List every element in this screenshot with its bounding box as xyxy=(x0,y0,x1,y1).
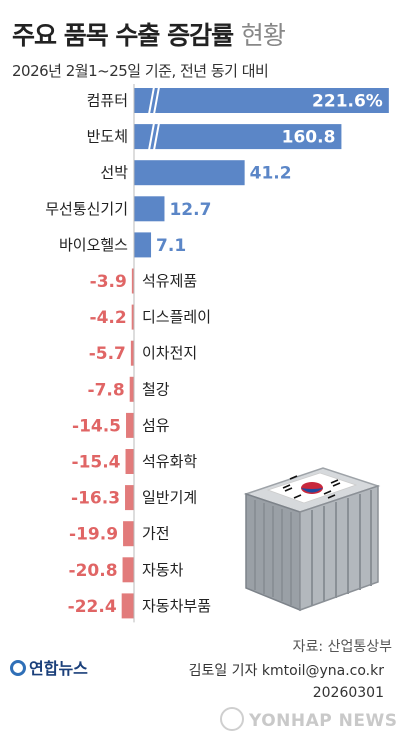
bar xyxy=(134,124,342,150)
value-label: 12.7 xyxy=(169,200,211,220)
axis-break-mark xyxy=(148,122,160,151)
value-label: -19.9 xyxy=(69,525,118,545)
bar xyxy=(121,593,134,619)
chart-subtitle: 2026년 2월1~25일 기준, 전년 동기 대비 xyxy=(12,62,269,80)
category-label: 무선통신기기 xyxy=(45,200,128,218)
value-label: -14.5 xyxy=(72,416,121,436)
bar xyxy=(134,196,165,222)
value-label: 221.6% xyxy=(312,92,383,112)
bar xyxy=(134,160,245,186)
bar xyxy=(134,88,389,113)
value-label: -20.8 xyxy=(69,561,118,581)
category-label: 가전 xyxy=(142,525,170,543)
bar xyxy=(125,485,134,511)
value-label: -5.7 xyxy=(89,344,126,364)
source-note: 자료: 산업통상부 xyxy=(292,639,392,655)
category-label: 바이오헬스 xyxy=(59,236,128,254)
bar xyxy=(134,232,152,258)
value-label: -3.9 xyxy=(90,272,127,292)
credit: 김토일 기자 kmtoil@yna.co.kr 20260301 xyxy=(189,660,384,704)
container-illustration xyxy=(243,467,381,612)
category-label: 일반기계 xyxy=(142,489,197,507)
value-label: -16.3 xyxy=(71,489,120,509)
bar xyxy=(123,521,134,547)
title-light: 현황 xyxy=(240,21,286,50)
chart-title: 주요 품목 수출 증감률 현황 xyxy=(12,16,286,52)
watermark: YONHAP NEWS xyxy=(220,707,397,731)
yonhap-logo: 연합뉴스 xyxy=(10,655,88,679)
category-label: 철강 xyxy=(142,380,170,398)
bar xyxy=(122,557,134,583)
axis-break-mark xyxy=(148,86,160,115)
bar xyxy=(131,268,134,294)
bar xyxy=(131,304,134,330)
category-label: 반도체 xyxy=(87,128,128,146)
bar xyxy=(130,340,134,366)
value-label: 7.1 xyxy=(156,236,186,256)
bar xyxy=(129,376,134,402)
category-label: 석유제품 xyxy=(142,272,197,290)
value-label: -4.2 xyxy=(90,308,127,328)
category-label: 석유화학 xyxy=(142,453,197,471)
credit-date: 20260301 xyxy=(312,685,384,701)
value-label: 160.8 xyxy=(282,128,336,148)
category-label: 선박 xyxy=(100,164,128,182)
logo-mark-icon xyxy=(10,660,26,676)
bar xyxy=(126,412,134,438)
watermark-text: YONHAP NEWS xyxy=(249,711,398,731)
category-label: 이차전지 xyxy=(142,344,197,362)
logo-text: 연합뉴스 xyxy=(29,659,88,678)
category-label: 자동차 xyxy=(142,561,184,579)
watermark-logo-icon xyxy=(220,707,244,731)
category-label: 자동차부품 xyxy=(142,597,211,615)
value-label: -15.4 xyxy=(72,453,121,473)
title-bold: 주요 품목 수출 증감률 xyxy=(12,21,234,50)
value-label: -7.8 xyxy=(88,380,125,400)
category-label: 섬유 xyxy=(142,416,170,434)
value-label: -22.4 xyxy=(68,597,117,617)
value-label: 41.2 xyxy=(250,164,292,184)
category-label: 컴퓨터 xyxy=(87,92,128,110)
category-label: 디스플레이 xyxy=(142,308,211,326)
korean-flag-icon xyxy=(266,472,358,504)
bar-chart: 컴퓨터 221.6% 반도체 160.8 선박 41.2 무선통신기기 12.7 바이오헬스 7.… xyxy=(45,84,389,623)
credit-author: 김토일 기자 kmtoil@yna.co.kr xyxy=(188,663,384,679)
bar xyxy=(125,449,134,474)
